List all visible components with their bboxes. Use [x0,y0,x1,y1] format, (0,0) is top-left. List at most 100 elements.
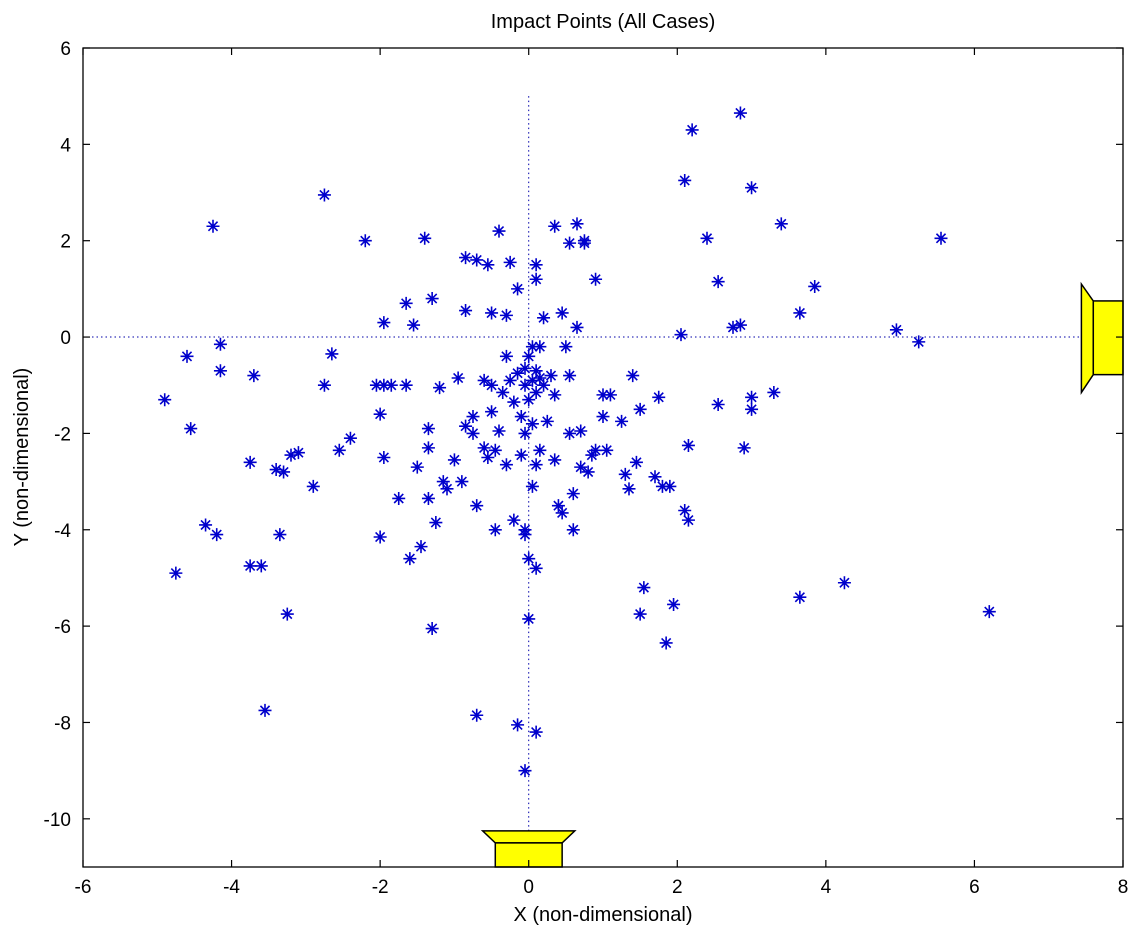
data-point [574,424,588,438]
data-point [529,561,543,575]
data-point [485,378,499,392]
data-point [678,173,692,187]
data-point [503,373,517,387]
x-tick-label: 6 [969,877,980,898]
data-point [373,407,387,421]
data-point [377,316,391,330]
data-point [518,764,532,778]
data-point [774,217,788,231]
data-point [600,443,614,457]
data-point [206,219,220,233]
axes-frame [82,47,1124,868]
data-point [433,381,447,395]
data-point [377,451,391,464]
data-point [425,292,439,306]
data-point [622,482,636,496]
x-tick-label: 8 [1118,877,1129,898]
data-point [537,311,551,325]
data-point [681,513,695,527]
data-point [280,607,294,621]
data-point [737,441,751,455]
data-point [180,349,194,363]
data-point [745,181,759,195]
annotation-layer [480,281,1124,868]
data-point [563,426,577,440]
data-point [555,306,569,320]
data-point [269,463,283,477]
y-tick-label: 2 [60,232,71,253]
data-point [626,369,640,383]
data-point [477,373,491,387]
data-point [808,279,822,293]
right-nozzle-shape [1080,281,1124,395]
data-point [659,636,673,650]
data-point [421,491,435,505]
data-point [317,378,331,392]
y-axis-label: Y (non-dimensional) [11,368,33,547]
data-point [399,378,413,392]
data-point [470,499,484,513]
data-point [529,385,543,399]
data-point [574,460,588,474]
data-point [291,446,305,460]
data-point [343,431,357,445]
data-point [533,371,547,385]
data-point [522,393,536,407]
x-tick-label: -4 [223,877,240,898]
data-point [377,378,391,392]
data-point [514,410,528,424]
data-point [934,231,948,245]
data-point [548,219,562,233]
data-point [258,703,272,717]
data-point [544,369,558,383]
data-point [522,552,536,566]
data-point [414,540,428,554]
data-point [492,424,506,438]
data-point [369,378,383,392]
plot-area [83,96,1123,867]
data-point [440,482,454,496]
data-point [555,506,569,520]
data-point [403,552,417,566]
data-point [529,364,543,378]
data-point [488,523,502,537]
data-point [511,366,525,380]
data-point [596,410,610,424]
y-tick-label: -6 [54,617,71,638]
data-point [581,465,595,479]
data-point [421,422,435,436]
data-point [570,217,584,231]
data-point [596,388,610,402]
data-point [184,422,198,436]
data-point [199,518,213,532]
data-point [618,467,632,481]
y-tick-label: -10 [44,810,71,831]
x-tick-label: 4 [821,877,832,898]
data-point [466,426,480,440]
data-point [551,499,565,513]
data-point [667,597,681,611]
y-tick-label: 6 [60,39,71,60]
data-point [711,275,725,289]
x-tick-label: 2 [672,877,683,898]
data-point [615,414,629,428]
data-point [726,320,740,334]
data-point [793,590,807,604]
data-point [533,443,547,457]
data-point [563,369,577,383]
y-tick-label: -4 [54,521,71,542]
data-point [511,282,525,296]
data-point [273,528,287,542]
data-point [518,378,532,392]
data-point [912,335,926,349]
data-point [247,369,261,383]
data-point [429,516,443,530]
data-point [277,465,291,479]
data-point [522,349,536,363]
data-point [733,318,747,332]
y-tick-label: 0 [60,328,71,349]
data-point [425,622,439,636]
x-tick-label: -2 [372,877,389,898]
data-point [511,718,525,732]
data-point [485,306,499,320]
